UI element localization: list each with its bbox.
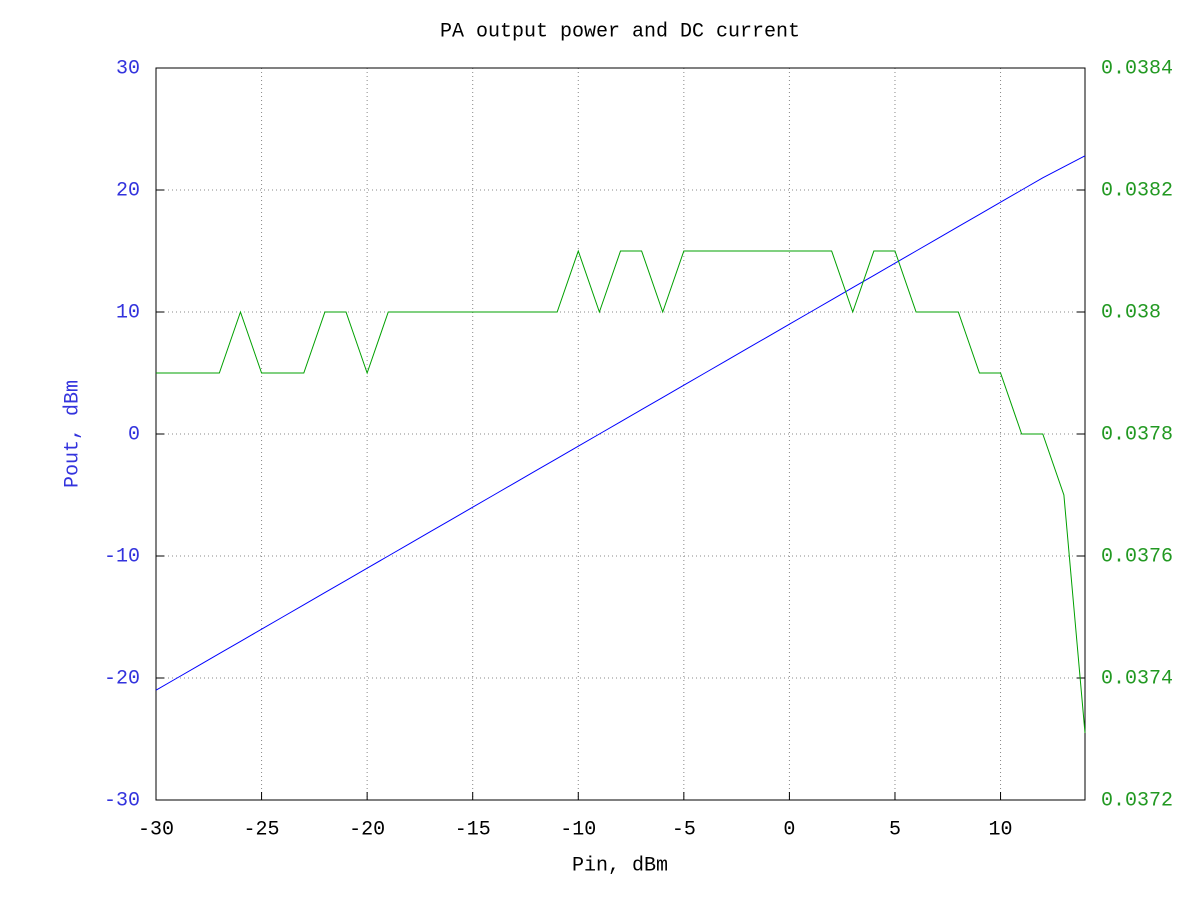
x-tick-label: -10 <box>560 818 596 841</box>
y-axis-label: Pout, dBm <box>61 380 84 488</box>
data-line <box>155 155 1086 691</box>
y-tick-label: -30 <box>104 789 140 812</box>
y2-tick-label: 0.0374 <box>1101 667 1173 690</box>
y2-tick-label: 0.0384 <box>1101 57 1173 80</box>
data-line <box>156 249 1086 733</box>
x-tick-label: -25 <box>244 818 280 841</box>
x-tick-label: -30 <box>138 818 174 841</box>
y-tick-label: 30 <box>116 57 140 80</box>
y-tick-label: 20 <box>116 179 140 202</box>
x-tick-label: -20 <box>349 818 385 841</box>
x-tick-label: 5 <box>889 818 901 841</box>
y2-tick-label: 0.0382 <box>1101 179 1173 202</box>
x-tick-label: 10 <box>989 818 1013 841</box>
x-tick-label: -15 <box>455 818 491 841</box>
x-axis-label: Pin, dBm <box>572 854 668 877</box>
y-tick-label: -10 <box>104 545 140 568</box>
y-tick-label: 10 <box>116 301 140 324</box>
chart-title: PA output power and DC current <box>440 20 800 43</box>
y2-tick-label: 0.0372 <box>1101 789 1173 812</box>
x-tick-label: -5 <box>672 818 696 841</box>
x-tick-label: 0 <box>783 818 795 841</box>
y2-tick-label: 0.038 <box>1101 301 1161 324</box>
plot-frame <box>155 67 1086 801</box>
y-tick-label: 0 <box>128 423 140 446</box>
y-tick-label: -20 <box>104 667 140 690</box>
y2-tick-label: 0.0378 <box>1101 423 1173 446</box>
y2-tick-label: 0.0376 <box>1101 545 1173 568</box>
